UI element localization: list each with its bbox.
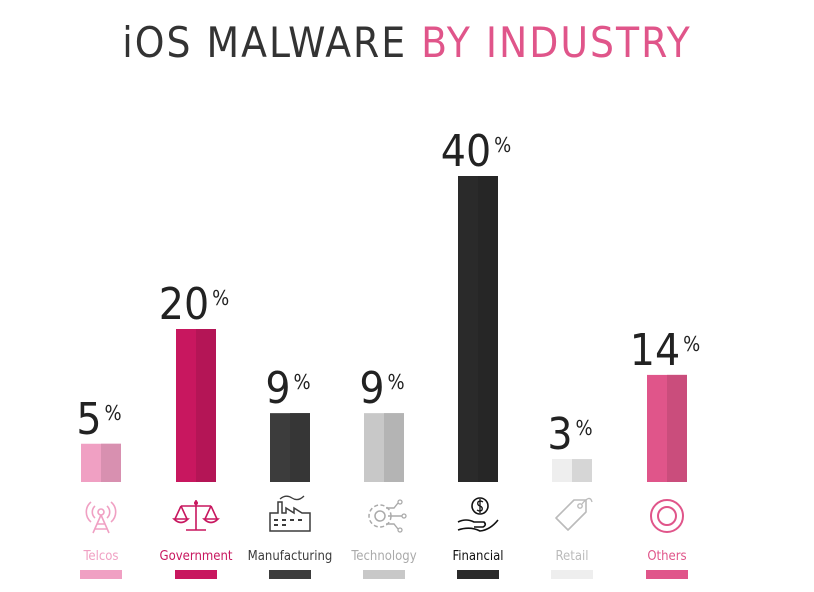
category-swatch: [646, 570, 688, 579]
bar-group-government: 20 % Government: [159, 279, 233, 579]
category-swatch: [363, 570, 405, 579]
value-label: 5%: [76, 394, 121, 445]
scales-icon: [172, 500, 220, 531]
value-label: 40%: [441, 126, 511, 177]
category-label: Others: [647, 549, 686, 564]
category-label: Financial: [452, 549, 503, 564]
bar-shade-government: [196, 329, 216, 482]
value-label: 14%: [630, 325, 700, 376]
bar-group-financial: 40 % Financial: [441, 126, 511, 579]
value-label: 20%: [159, 279, 229, 330]
gear-circuit-icon: [368, 499, 407, 533]
bar-shade-manufacturing: [290, 413, 310, 482]
chart-title: iOS MALWARE BY INDUSTRY: [0, 18, 814, 67]
bar-group-retail: 3 % Retail: [547, 409, 593, 579]
title-part-1: iOS MALWARE: [122, 18, 408, 67]
bar-shade-technology: [384, 413, 404, 482]
category-label: Government: [160, 549, 233, 564]
category-swatch: [269, 570, 311, 579]
category-swatch: [551, 570, 593, 579]
bar-group-others: 14 % Others: [630, 325, 700, 579]
bar-group-technology: 9 % Technology: [350, 363, 417, 579]
title-part-2: BY INDUSTRY: [421, 18, 692, 67]
category-label: Manufacturing: [248, 549, 333, 564]
value-label: 9%: [359, 363, 404, 414]
bar-group-telcos: 5 % Telcos: [76, 394, 122, 579]
category-label: Retail: [556, 549, 589, 564]
radio-tower-icon: [85, 501, 117, 534]
category-swatch: [175, 570, 217, 579]
target-ring-icon: [650, 499, 684, 533]
factory-icon: [269, 495, 311, 532]
category-label: Technology: [350, 549, 416, 564]
price-tag-icon: [555, 497, 593, 531]
bar-group-manufacturing: 9 % Manufacturing: [248, 363, 333, 579]
bar-shade-others: [667, 374, 687, 482]
bar-shade-retail: [572, 459, 592, 482]
value-label: 9%: [265, 363, 310, 414]
value-label: 3%: [547, 409, 592, 460]
category-swatch: [80, 570, 122, 579]
category-swatch: [457, 570, 499, 579]
category-label: Telcos: [82, 549, 118, 564]
bar-shade-financial: [478, 176, 498, 482]
bar-shade-telcos: [101, 443, 121, 482]
money-hand-icon: [457, 497, 499, 532]
